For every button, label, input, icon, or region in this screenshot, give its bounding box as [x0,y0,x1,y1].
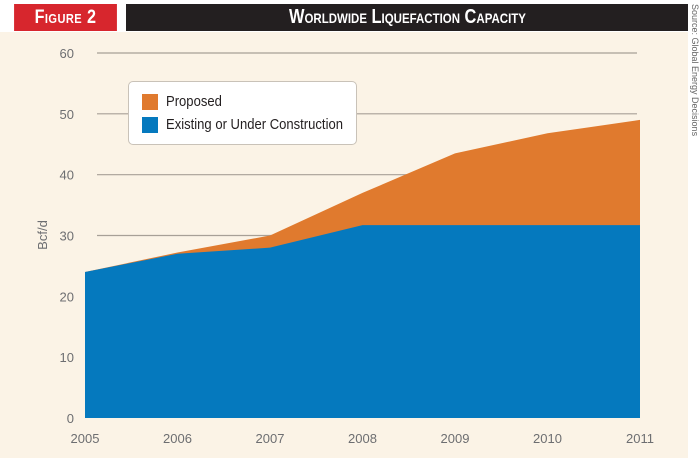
legend-item-proposed: Proposed [142,93,228,110]
x-tick-label: 2011 [626,431,654,446]
area-existing [85,225,640,418]
y-axis-label: Bcf/d [35,220,50,250]
y-axis-ticks: 0 10 20 30 40 50 60 [60,46,74,426]
legend-label: Existing or Under Construction [166,116,343,133]
y-tick-label: 60 [60,46,74,61]
y-tick-label: 0 [67,411,74,426]
x-tick-label: 2007 [256,431,285,446]
legend-swatch-proposed [142,93,158,110]
y-tick-label: 20 [60,289,74,304]
legend-label: Proposed [166,93,222,110]
y-tick-label: 40 [60,168,74,183]
figure-label: Figure 2 [14,4,117,31]
y-tick-label: 10 [60,350,74,365]
chart-title: Worldwide Liquefaction Capacity [288,6,526,28]
x-axis-ticks: 2005 2006 2007 2008 2009 2010 2011 [71,431,654,446]
x-tick-label: 2005 [71,431,100,446]
chart-title-bar: Worldwide Liquefaction Capacity [126,4,688,31]
y-tick-label: 50 [60,107,74,122]
x-tick-label: 2009 [441,431,470,446]
x-tick-label: 2008 [348,431,377,446]
y-tick-label: 30 [60,229,74,244]
legend-item-existing: Existing or Under Construction [142,116,363,133]
legend: Proposed Existing or Under Construction [128,81,357,145]
series-areas [85,119,640,419]
legend-swatch-existing [142,116,158,133]
x-tick-label: 2006 [163,431,192,446]
x-tick-label: 2010 [533,431,562,446]
